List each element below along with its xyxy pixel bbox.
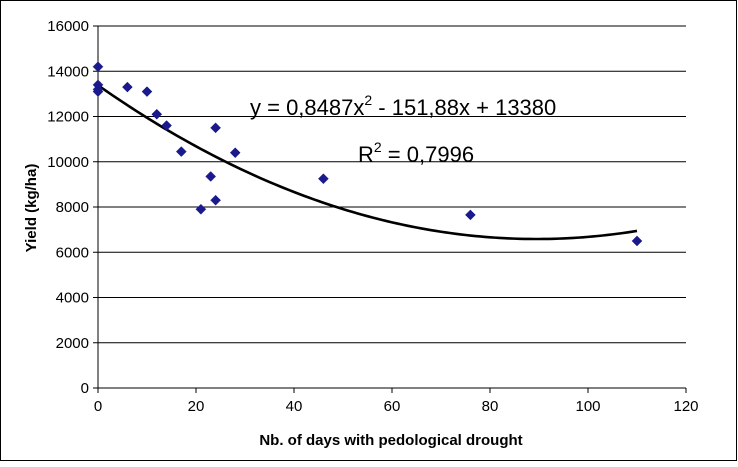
y-tick-label: 10000 (47, 154, 89, 171)
data-point (210, 194, 221, 206)
trend-equation: y = 0,8487x2 - 151,88x + 13380 (250, 92, 556, 120)
data-point (161, 120, 172, 131)
r2-rest: = 0,7996 (382, 142, 474, 167)
equation-rest: - 151,88x + 13380 (372, 95, 556, 120)
y-tick-label: 12000 (47, 109, 89, 126)
x-tick-label: 20 (188, 398, 205, 415)
r-squared: R2 = 0,7996 (358, 139, 474, 167)
x-tick-label: 0 (94, 398, 102, 415)
x-tick-label: 80 (482, 398, 499, 415)
trendline (97, 84, 638, 241)
data-point (195, 203, 207, 215)
data-point (151, 108, 163, 120)
equation-main: y = 0,8487x (250, 95, 364, 120)
y-tick-label: 4000 (56, 290, 89, 307)
data-point (92, 86, 104, 97)
data-point (175, 146, 187, 157)
tick-labels: 0 2000 4000 6000 8000 10000 12000 14000 16000 0 20… (47, 18, 698, 415)
trendline-group (97, 84, 638, 241)
y-tick-label: 0 (81, 380, 89, 397)
data-point (141, 86, 153, 97)
y-tick-label: 14000 (47, 63, 89, 80)
data-point (465, 209, 476, 221)
x-tick-label: 60 (384, 398, 401, 415)
data-point (122, 81, 133, 93)
r2-superscript: 2 (374, 139, 382, 155)
y-tick-label: 16000 (47, 18, 89, 35)
data-point (210, 122, 221, 134)
gridlines (98, 25, 686, 344)
x-axis-title: Nb. of days with pedological drought (259, 432, 522, 449)
data-point (205, 171, 217, 182)
equation-superscript: 2 (364, 92, 372, 108)
data-point (318, 173, 329, 185)
data-point (92, 61, 104, 73)
x-tick-label: 40 (286, 398, 303, 415)
data-point (229, 147, 241, 159)
data-points (92, 61, 643, 247)
x-tick-label: 100 (575, 398, 600, 415)
y-axis-title: Yield (kg/ha) (23, 164, 40, 253)
y-tick-label: 8000 (56, 199, 89, 216)
x-tick-label: 120 (673, 398, 698, 415)
y-tick-label: 6000 (56, 244, 89, 261)
y-tick-label: 2000 (56, 335, 89, 352)
r2-main: R (358, 142, 374, 167)
data-point (631, 235, 643, 247)
